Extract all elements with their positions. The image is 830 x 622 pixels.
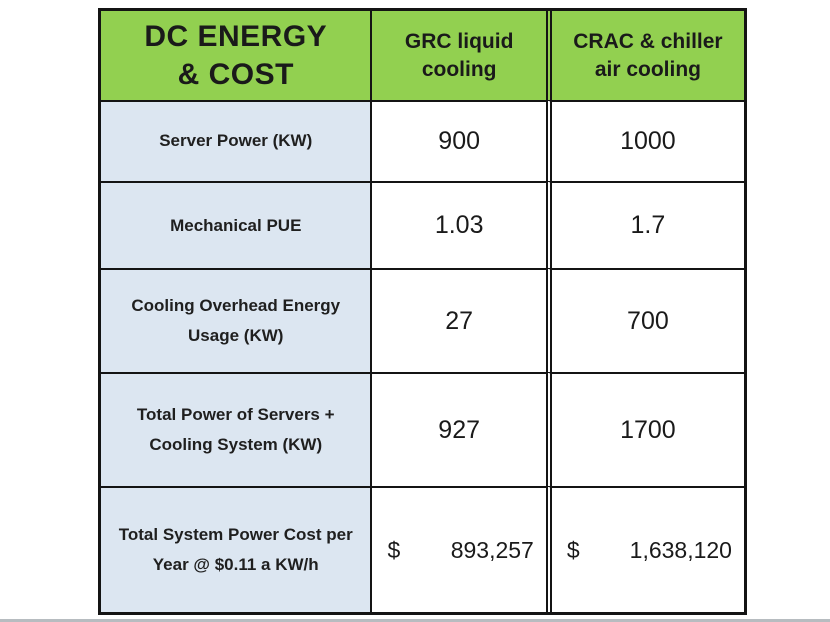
table-title: DC ENERGY & COST xyxy=(101,11,371,101)
row-label-cooling-overhead: Cooling Overhead Energy Usage (KW) xyxy=(101,268,371,373)
row-label-server-power: Server Power (KW) xyxy=(101,100,371,182)
column-header-grc-liquid-cooling: GRC liquid cooling xyxy=(370,11,546,101)
value-total-cost-crac: $ 1,638,120 xyxy=(545,486,744,612)
dc-energy-cost-table: DC ENERGY & COST GRC liquid cooling CRAC… xyxy=(98,8,747,615)
currency-symbol: $ xyxy=(387,536,401,563)
amount-grc: 893,257 xyxy=(450,536,534,563)
value-mechanical-pue-grc: 1.03 xyxy=(370,181,546,269)
value-cooling-overhead-crac: 700 xyxy=(545,268,744,373)
value-cooling-overhead-grc: 27 xyxy=(370,268,546,373)
amount-crac: 1,638,120 xyxy=(629,536,732,563)
value-total-cost-grc: $ 893,257 xyxy=(370,486,546,612)
bottom-divider xyxy=(0,619,830,622)
row-label-total-cost: Total System Power Cost per Year @ $0.11… xyxy=(101,486,371,612)
currency-symbol: $ xyxy=(566,536,580,563)
row-label-total-power: Total Power of Servers + Cooling System … xyxy=(101,372,371,487)
column-header-crac-chiller-air-cooling: CRAC & chiller air cooling xyxy=(545,11,744,101)
value-total-power-grc: 927 xyxy=(370,372,546,487)
value-server-power-grc: 900 xyxy=(370,100,546,182)
value-mechanical-pue-crac: 1.7 xyxy=(545,181,744,269)
value-total-power-crac: 1700 xyxy=(545,372,744,487)
row-label-mechanical-pue: Mechanical PUE xyxy=(101,181,371,269)
value-server-power-crac: 1000 xyxy=(545,100,744,182)
